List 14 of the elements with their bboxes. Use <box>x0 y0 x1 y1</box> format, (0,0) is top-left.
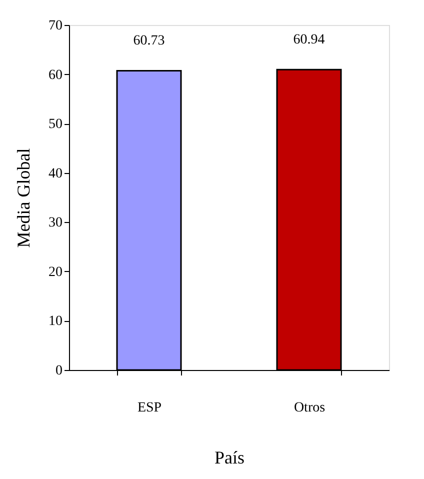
y-tick-label: 50 <box>48 117 62 132</box>
y-tick-label: 10 <box>48 314 62 330</box>
y-tick-label: 40 <box>48 166 62 182</box>
y-tick-label: 0 <box>56 364 62 378</box>
y-tick-label: 60 <box>48 68 62 83</box>
y-tick-label: 20 <box>48 264 62 280</box>
x-tick-label: Otros <box>294 400 326 416</box>
data-label: 60.73 <box>133 34 165 49</box>
y-axis-title: Media Global <box>14 148 34 248</box>
x-axis-title: País <box>214 448 245 468</box>
y-tick-label: 30 <box>48 216 62 231</box>
y-tick-label: 70 <box>48 18 62 34</box>
data-label: 60.94 <box>293 32 325 48</box>
x-tick-label: ESP <box>137 400 162 416</box>
